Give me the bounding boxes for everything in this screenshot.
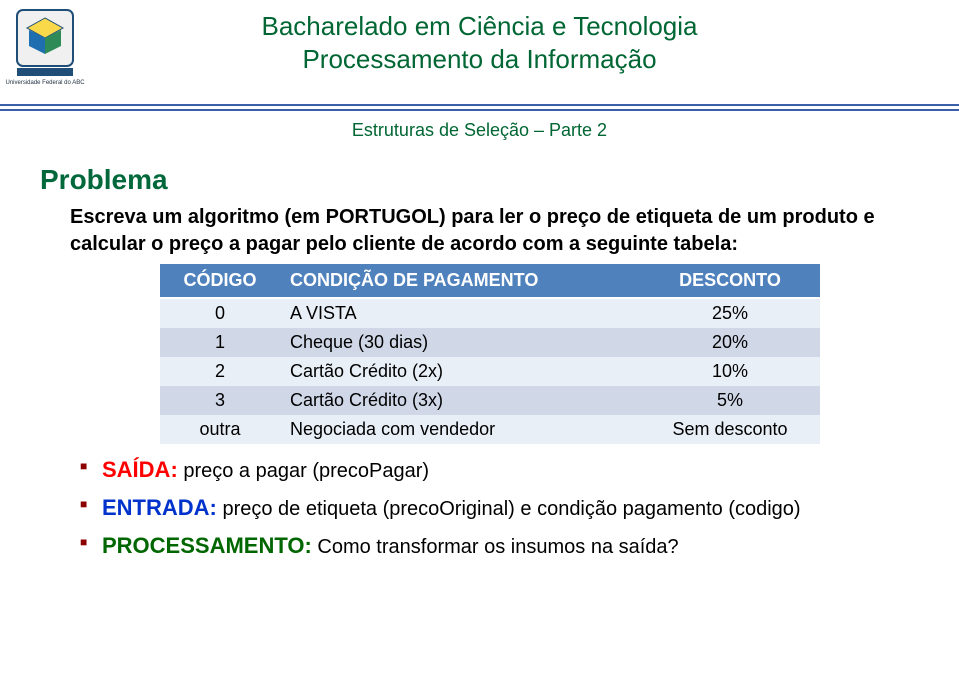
table-row: 3 Cartão Crédito (3x) 5% [160,386,820,415]
cell: Negociada com vendedor [280,415,640,444]
table-row: 1 Cheque (30 dias) 20% [160,328,820,357]
discount-table: CÓDIGO CONDIÇÃO DE PAGAMENTO DESCONTO 0 … [160,264,820,444]
cell: Cartão Crédito (3x) [280,386,640,415]
ufabc-logo-icon [15,8,75,78]
cell: 5% [640,386,820,415]
section-heading: Problema [40,164,899,196]
txt-saida: preço a pagar (precoPagar) [178,460,429,482]
table-row: 0 A VISTA 25% [160,298,820,328]
cell: outra [160,415,280,444]
cell: A VISTA [280,298,640,328]
problem-paragraph: Escreva um algoritmo (em PORTUGOL) para … [70,204,899,258]
col-header-codigo: CÓDIGO [160,264,280,298]
title-block: Bacharelado em Ciência e Tecnologia Proc… [0,6,959,75]
txt-entrada: preço de etiqueta (precoOriginal) e cond… [217,498,801,520]
cell: 2 [160,357,280,386]
slide-header: Universidade Federal do ABC Bacharelado … [0,0,959,150]
slide-subtitle: Estruturas de Seleção – Parte 2 [0,120,959,141]
bullet-processamento: PROCESSAMENTO: Como transformar os insum… [80,530,899,562]
cell: 20% [640,328,820,357]
course-title-line2: Processamento da Informação [0,43,959,76]
cell: Cheque (30 dias) [280,328,640,357]
cell: Cartão Crédito (2x) [280,357,640,386]
slide-content: Problema Escreva um algoritmo (em PORTUG… [0,150,959,562]
bullet-saida: SAÍDA: preço a pagar (precoPagar) [80,454,899,486]
kw-entrada: ENTRADA: [102,495,217,520]
cell: Sem desconto [640,415,820,444]
col-header-condicao: CONDIÇÃO DE PAGAMENTO [280,264,640,298]
txt-processamento: Como transformar os insumos na saída? [312,536,679,558]
logo-caption: Universidade Federal do ABC [5,80,84,86]
table-row: outra Negociada com vendedor Sem descont… [160,415,820,444]
cell: 0 [160,298,280,328]
table-header-row: CÓDIGO CONDIÇÃO DE PAGAMENTO DESCONTO [160,264,820,298]
kw-processamento: PROCESSAMENTO: [102,533,312,558]
io-bullets: SAÍDA: preço a pagar (precoPagar) ENTRAD… [80,454,899,562]
cell: 10% [640,357,820,386]
cell: 25% [640,298,820,328]
discount-table-container: CÓDIGO CONDIÇÃO DE PAGAMENTO DESCONTO 0 … [160,264,820,444]
table-row: 2 Cartão Crédito (2x) 10% [160,357,820,386]
header-rule-bottom [0,109,959,111]
university-logo: Universidade Federal do ABC [10,8,80,98]
cell: 1 [160,328,280,357]
bullet-entrada: ENTRADA: preço de etiqueta (precoOrigina… [80,492,899,524]
header-rule-top [0,104,959,106]
col-header-desconto: DESCONTO [640,264,820,298]
kw-saida: SAÍDA: [102,457,178,482]
course-title-line1: Bacharelado em Ciência e Tecnologia [0,10,959,43]
cell: 3 [160,386,280,415]
